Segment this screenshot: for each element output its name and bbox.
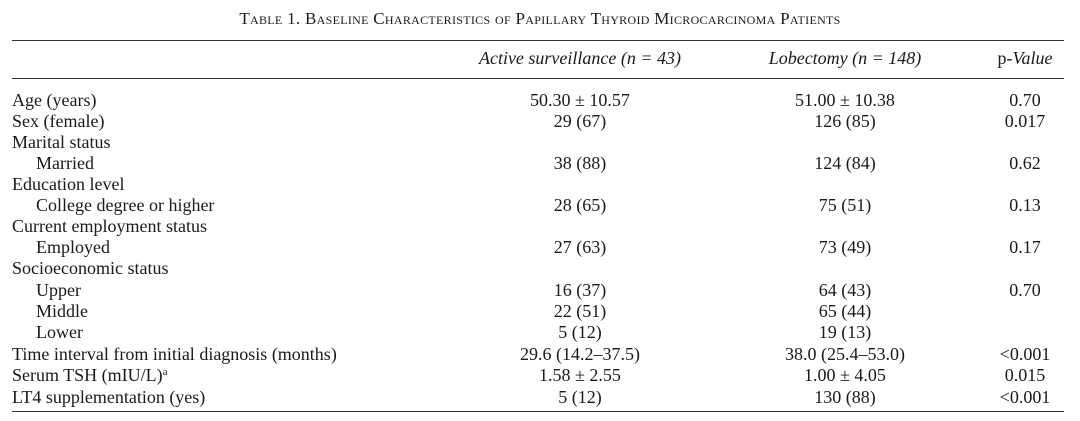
cell: 5 (12) [558,322,602,342]
row-label: Time interval from initial diagnosis (mo… [12,344,337,365]
row-label: Marital status [12,132,110,153]
cell: 28 (65) [553,195,607,215]
cell: 65 (44) [818,301,872,321]
row-label-text: Education level [12,174,125,194]
cell: 29.6 (14.2–37.5) [520,344,640,364]
cell: <0.001 [999,344,1051,364]
cell: 1.58 ± 2.55 [539,365,621,385]
cell: 16 (37) [553,280,607,300]
cell: 75 (51) [818,195,872,215]
row-label-text: Serum TSH (mIU/L) [12,365,163,385]
row-label: Sex (female) [12,111,104,132]
cell: 64 (43) [818,280,872,300]
row-label-text: Upper [36,280,81,300]
cell: 0.13 [1009,195,1041,215]
header-text: Value [1012,48,1053,68]
footnote-marker: a [162,366,168,378]
row-label-text: Socioeconomic status [12,258,169,278]
row-label-text: Marital status [12,132,111,152]
row-label-text: Time interval from initial diagnosis (mo… [12,344,337,364]
header-rule [12,78,1064,79]
cell: 51.00 ± 10.38 [795,90,895,110]
cell: 0.70 [1009,280,1041,300]
row-label: Upper [36,280,81,301]
table-title: Table 1. Baseline Characteristics of Pap… [239,9,841,28]
row-label-text: Current employment status [12,216,207,236]
header-text: Active surveillance (n = 43) [478,48,682,68]
cell: 0.70 [1009,90,1041,110]
cell: 22 (51) [553,301,607,321]
cell: 38.0 (25.4–53.0) [785,344,905,364]
row-label: Married [36,153,94,174]
row-label-text: Age (years) [12,90,97,110]
cell: 126 (85) [814,111,876,131]
row-label-text: Married [36,153,94,173]
row-label: Education level [12,174,124,195]
row-label-text: Middle [36,301,88,321]
top-rule [12,40,1064,41]
cell: 5 (12) [558,387,602,407]
cell: 130 (88) [814,387,876,407]
cell: 29 (67) [553,111,607,131]
cell: 19 (13) [818,322,872,342]
row-label-text: College degree or higher [36,195,215,215]
row-label: Age (years) [12,90,96,111]
bottom-rule [12,411,1064,412]
cell: <0.001 [999,387,1051,407]
cell: 50.30 ± 10.57 [530,90,630,110]
row-label: College degree or higher [36,195,214,216]
row-label: Middle [36,301,88,322]
column-header: Active surveillance (n = 43) [479,48,681,69]
cell: 0.015 [1004,365,1046,385]
row-label-text: Lower [36,322,83,342]
row-label: Socioeconomic status [12,258,168,279]
row-label: Employed [36,237,110,258]
row-label-text: Sex (female) [12,111,105,131]
cell: 0.62 [1009,153,1041,173]
column-header: p-Value [998,48,1053,69]
header-text: p- [997,48,1013,68]
cell: 0.017 [1004,111,1046,131]
cell: 73 (49) [818,237,872,257]
row-label: Lower [36,322,83,343]
row-label: LT4 supplementation (yes) [12,387,205,408]
row-label: Current employment status [12,216,207,237]
row-label-text: Employed [36,237,110,257]
cell: 1.00 ± 4.05 [804,365,886,385]
cell: 38 (88) [553,153,607,173]
header-text: Lobectomy (n = 148) [768,48,922,68]
cell: 124 (84) [814,153,876,173]
row-label: Serum TSH (mIU/L)a [12,365,168,386]
cell: 27 (63) [553,237,607,257]
column-header: Lobectomy (n = 148) [769,48,922,69]
cell: 0.17 [1009,237,1041,257]
row-label-text: LT4 supplementation (yes) [12,387,206,407]
